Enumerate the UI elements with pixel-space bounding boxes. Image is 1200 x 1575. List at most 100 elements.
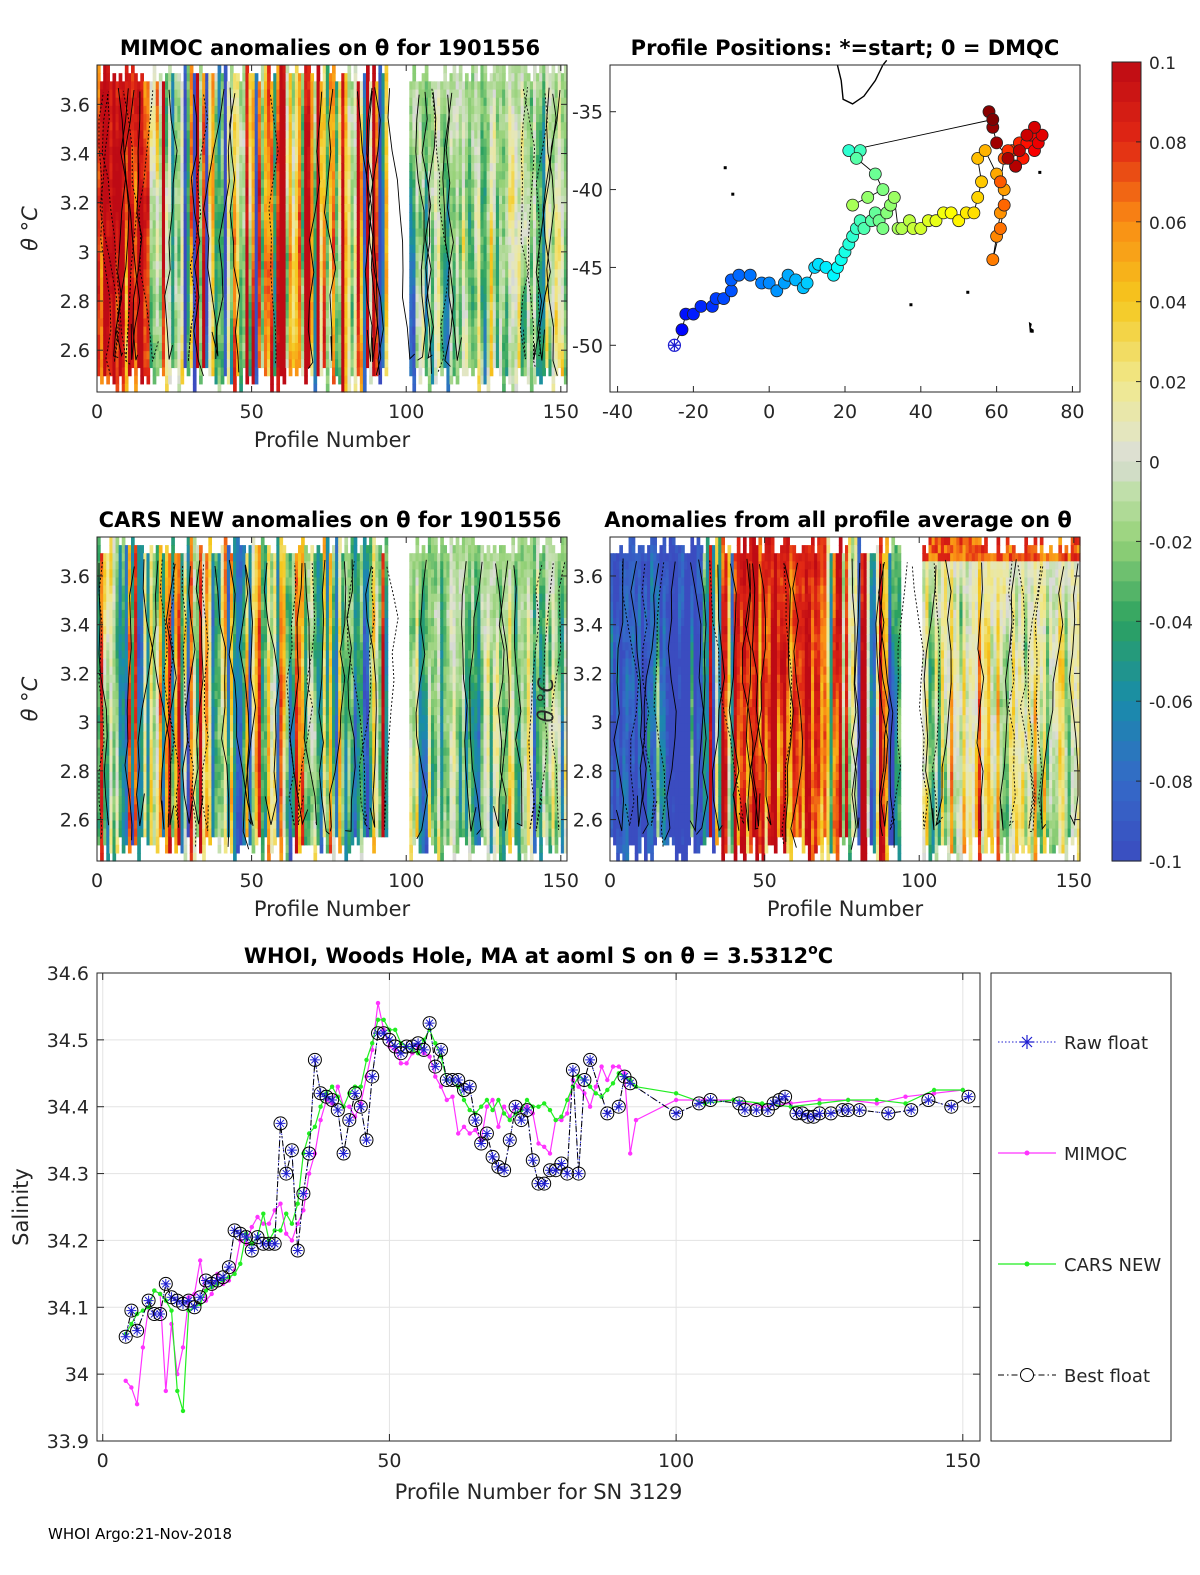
heatmap-cell — [171, 285, 175, 295]
heatmap-cell — [97, 154, 101, 164]
heatmap-cell — [260, 122, 265, 132]
heatmap-cell — [140, 195, 144, 205]
heatmap-cell — [103, 212, 107, 221]
heatmap-cell — [158, 359, 163, 369]
heatmap-cell — [168, 375, 172, 385]
heatmap-cell — [526, 73, 531, 82]
heatmap-cell — [165, 302, 169, 311]
heatmap-cell — [276, 277, 281, 287]
heatmap-cell — [195, 261, 200, 270]
heatmap-cell — [208, 351, 213, 360]
heatmap-cell — [211, 359, 216, 369]
heatmap-cell — [174, 146, 178, 156]
heatmap-cell — [134, 236, 138, 246]
heatmap-cell — [282, 203, 287, 213]
heatmap-cell — [245, 154, 250, 164]
heatmap-cell — [152, 359, 157, 369]
heatmap-cell — [260, 81, 265, 91]
heatmap-cell — [297, 351, 302, 360]
heatmap-cell — [304, 220, 308, 230]
heatmap-cell — [273, 154, 277, 164]
heatmap-cell — [174, 269, 178, 279]
heatmap-cell — [245, 310, 250, 320]
heatmap-cell — [217, 179, 222, 189]
heatmap-cell — [174, 195, 178, 205]
heatmap-cell — [109, 154, 114, 164]
heatmap-cell — [124, 375, 129, 385]
heatmap-cell — [121, 114, 126, 123]
heatmap-cell — [412, 383, 417, 393]
heatmap-cell — [100, 261, 104, 270]
heatmap-cell — [140, 367, 144, 377]
heatmap-cell — [384, 89, 389, 99]
heatmap-cell — [254, 318, 259, 328]
heatmap-cell — [254, 310, 259, 320]
heatmap-cell — [251, 114, 256, 123]
heatmap-cell — [217, 163, 222, 172]
heatmap-cell — [177, 253, 182, 262]
heatmap-cell — [161, 195, 166, 205]
heatmap-cell — [180, 310, 185, 320]
heatmap-cell — [155, 334, 160, 344]
heatmap-cell — [220, 375, 225, 385]
heatmap-cell — [263, 105, 268, 115]
heatmap-cell — [183, 261, 188, 270]
heatmap-cell — [282, 326, 287, 336]
heatmap-cell — [155, 163, 160, 172]
heatmap-cell — [257, 326, 262, 336]
heatmap-cell — [195, 97, 200, 107]
heatmap-cell — [143, 171, 148, 181]
heatmap-cell — [161, 342, 166, 352]
heatmap-cell — [384, 228, 389, 238]
heatmap-cell — [254, 203, 259, 213]
heatmap-cell — [168, 163, 172, 172]
heatmap-cell — [316, 277, 321, 287]
heatmap-cell — [313, 310, 318, 320]
heatmap-cell — [165, 269, 169, 279]
heatmap-cell — [161, 105, 166, 115]
heatmap-cell — [161, 171, 166, 181]
heatmap-cell — [189, 73, 194, 82]
heatmap-cell — [183, 342, 188, 352]
heatmap-cell — [229, 277, 234, 287]
heatmap-cell — [214, 228, 219, 238]
heatmap-cell — [263, 342, 268, 352]
heatmap-cell — [307, 163, 311, 172]
heatmap-cell — [384, 73, 389, 82]
heatmap-cell — [282, 375, 287, 385]
heatmap-cell — [131, 302, 135, 311]
heatmap-cell — [155, 285, 160, 295]
heatmap-cell — [226, 302, 231, 311]
heatmap-cell — [183, 269, 188, 279]
heatmap-cell — [270, 269, 274, 279]
heatmap-cell — [149, 203, 154, 213]
heatmap-cell — [239, 310, 243, 320]
heatmap-cell — [316, 89, 321, 99]
heatmap-cell — [384, 318, 389, 328]
heatmap-cell — [202, 285, 206, 295]
heatmap-cell — [121, 383, 126, 393]
heatmap-cell — [134, 138, 138, 148]
heatmap-cell — [288, 228, 293, 238]
heatmap-cell — [124, 310, 129, 320]
heatmap-cell — [304, 195, 308, 205]
heatmap-cell — [229, 89, 234, 99]
heatmap-cell — [434, 375, 438, 385]
heatmap-cell — [229, 212, 234, 221]
heatmap-cell — [199, 261, 203, 270]
heatmap-cell — [226, 285, 231, 295]
heatmap-cell — [263, 138, 268, 148]
heatmap-cell — [158, 179, 163, 189]
heatmap-cell — [310, 114, 315, 123]
heatmap-cell — [177, 236, 182, 246]
heatmap-cell — [174, 293, 178, 303]
heatmap-cell — [205, 163, 209, 172]
heatmap-cell — [208, 334, 213, 344]
heatmap-cell — [270, 81, 274, 91]
heatmap-cell — [211, 212, 216, 221]
heatmap-cell — [186, 334, 191, 344]
heatmap-cell — [301, 97, 305, 107]
heatmap-cell — [109, 253, 114, 262]
heatmap-cell — [270, 367, 274, 377]
heatmap-cell — [251, 285, 256, 295]
